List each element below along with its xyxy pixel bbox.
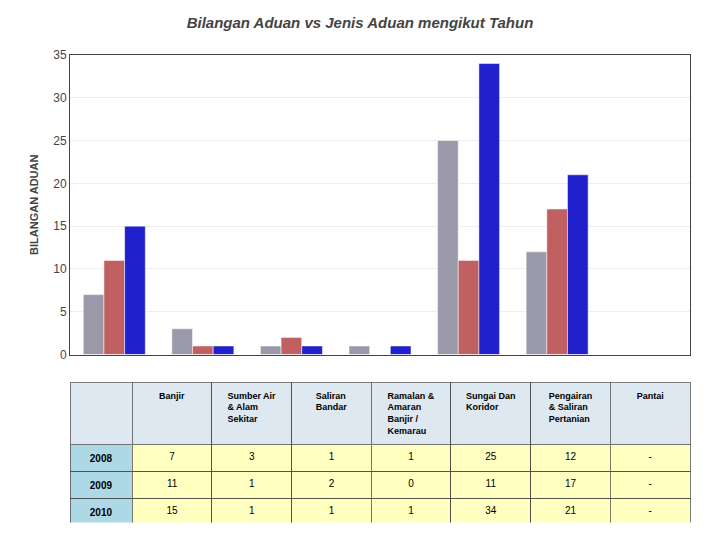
svg-text:BILANGAN ADUAN: BILANGAN ADUAN — [28, 154, 40, 254]
svg-text:-: - — [648, 478, 651, 489]
svg-text:35: 35 — [53, 48, 67, 62]
svg-text:Sumber Air& AlamSekitar: Sumber Air& AlamSekitar — [227, 391, 276, 424]
svg-text:1: 1 — [249, 478, 255, 489]
svg-text:15: 15 — [53, 219, 67, 233]
svg-text:Bilangan Aduan vs Jenis Aduan: Bilangan Aduan vs Jenis Aduan mengikut T… — [187, 14, 534, 31]
svg-text:Pengairan& SaliranPertanian: Pengairan& SaliranPertanian — [549, 391, 593, 424]
svg-text:15: 15 — [167, 505, 179, 516]
svg-text:25: 25 — [485, 451, 497, 462]
svg-text:Pantai: Pantai — [637, 391, 664, 401]
svg-text:Banjir: Banjir — [159, 391, 185, 401]
svg-text:-: - — [648, 451, 651, 462]
svg-text:2009: 2009 — [90, 480, 113, 491]
svg-text:5: 5 — [60, 305, 67, 319]
svg-text:11: 11 — [167, 478, 178, 489]
svg-text:21: 21 — [565, 505, 577, 516]
svg-text:1: 1 — [408, 451, 414, 462]
svg-text:7: 7 — [169, 451, 175, 462]
svg-text:0: 0 — [60, 348, 67, 362]
svg-text:25: 25 — [53, 134, 67, 148]
svg-text:Sungai DanKoridor: Sungai DanKoridor — [466, 391, 516, 413]
svg-text:34: 34 — [485, 505, 497, 516]
svg-text:2010: 2010 — [90, 507, 113, 518]
svg-text:Ramalan &AmaranBanjir /Kemarau: Ramalan &AmaranBanjir /Kemarau — [388, 391, 435, 436]
svg-text:17: 17 — [565, 478, 577, 489]
svg-text:2: 2 — [329, 478, 335, 489]
svg-text:2008: 2008 — [90, 453, 113, 464]
svg-text:30: 30 — [53, 91, 67, 105]
svg-text:12: 12 — [565, 451, 577, 462]
svg-text:0: 0 — [408, 478, 414, 489]
svg-text:SaliranBandar: SaliranBandar — [316, 391, 348, 413]
svg-text:1: 1 — [329, 505, 335, 516]
svg-text:1: 1 — [329, 451, 335, 462]
svg-text:11: 11 — [486, 478, 497, 489]
svg-text:1: 1 — [408, 505, 414, 516]
svg-text:3: 3 — [249, 451, 255, 462]
svg-text:10: 10 — [53, 262, 67, 276]
svg-text:-: - — [648, 505, 651, 516]
svg-text:1: 1 — [249, 505, 255, 516]
svg-text:20: 20 — [53, 177, 67, 191]
